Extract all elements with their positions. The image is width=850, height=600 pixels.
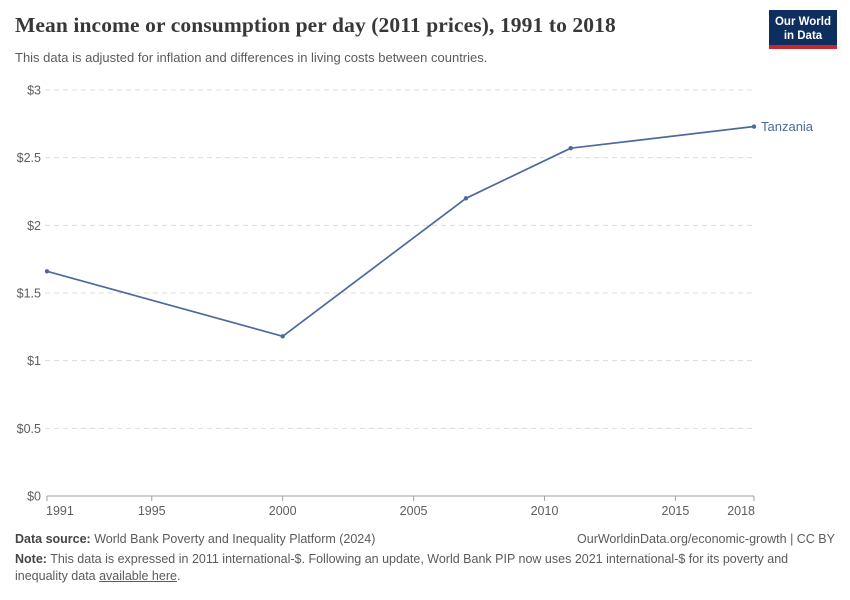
x-axis-tick-label: 2005 <box>400 504 428 518</box>
series-label[interactable]: Tanzania <box>761 119 814 134</box>
data-point-marker[interactable] <box>751 124 757 129</box>
x-axis-tick-label: 2015 <box>662 504 690 518</box>
data-source-label: Data source: <box>15 532 91 546</box>
x-axis-tick-label: 2018 <box>727 504 755 518</box>
attribution-link[interactable]: OurWorldinData.org/economic-growth | CC … <box>577 532 835 546</box>
note-link[interactable]: available here <box>99 569 177 583</box>
chart-footer: Data source: World Bank Poverty and Ineq… <box>15 532 835 585</box>
owid-logo-line2: in Data <box>783 29 823 42</box>
note-text: This data is expressed in 2011 internati… <box>15 552 789 583</box>
data-point-marker[interactable] <box>568 145 573 151</box>
y-axis-tick-label: $2 <box>27 219 41 233</box>
owid-logo-line1: Our World <box>774 16 831 28</box>
note-suffix: . <box>176 569 181 583</box>
y-axis-tick-label: $1.5 <box>17 287 41 301</box>
x-axis-tick-label: 2000 <box>269 504 297 518</box>
owid-logo-accent-bar <box>769 45 837 49</box>
data-point-marker[interactable] <box>44 269 50 274</box>
y-axis-tick-label: $1 <box>27 354 41 368</box>
data-source-line: Data source: World Bank Poverty and Ineq… <box>15 532 375 546</box>
x-axis-tick-label: 1995 <box>138 504 166 518</box>
page-title: Mean income or consumption per day (2011… <box>15 13 616 37</box>
y-axis-tick-label: $2.5 <box>17 151 41 165</box>
y-axis-tick-label: $0.5 <box>17 422 41 436</box>
footnote: Note: This data is expressed in 2011 int… <box>15 551 835 585</box>
data-point-marker[interactable] <box>280 334 285 339</box>
y-axis-tick-label: $0 <box>27 490 41 504</box>
data-line <box>46 125 755 338</box>
page-subtitle: This data is adjusted for inflation and … <box>15 50 488 65</box>
note-label: Note: <box>15 552 47 566</box>
x-axis-tick-label: 1991 <box>46 504 74 518</box>
data-point-marker[interactable] <box>463 196 469 201</box>
data-source-text: World Bank Poverty and Inequality Platfo… <box>94 532 376 546</box>
owid-logo[interactable]: Our World in Data <box>769 10 837 49</box>
x-axis-tick-label: 2010 <box>531 504 559 518</box>
y-axis-tick-label: $3 <box>27 84 41 98</box>
